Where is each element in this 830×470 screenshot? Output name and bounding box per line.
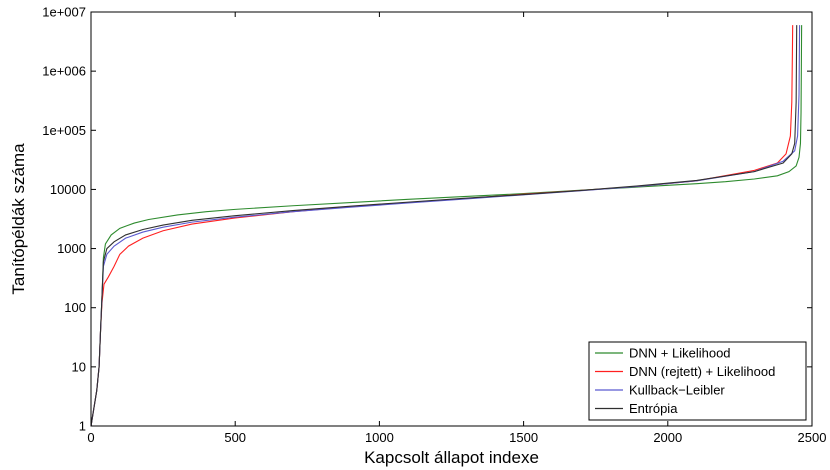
series-line-4	[90, 25, 798, 427]
y-tick-label: 1e+006	[42, 64, 86, 79]
y-axis-title: Tanítópéldák száma	[9, 143, 28, 295]
x-tick-label: 2000	[653, 430, 682, 445]
tick-layer: 0 500 1000 1500 2000 2500 1 10 100 1000 10000 1e+00…	[42, 5, 826, 446]
x-axis-title: Kapcsolt állapot indexe	[364, 448, 539, 467]
y-tick-label: 100	[64, 300, 86, 315]
plot-frame	[90, 11, 813, 427]
y-tick-label: 1	[79, 419, 86, 434]
x-tick-label: 0	[87, 430, 94, 445]
y-tick-label: 1e+005	[42, 123, 86, 138]
x-tick-label: 1000	[365, 430, 394, 445]
legend-label: DNN (rejtett) + Likelihood	[629, 364, 775, 379]
legend-box	[588, 341, 807, 421]
y-tick-label: 10	[72, 359, 86, 374]
x-tick-label: 500	[224, 430, 246, 445]
x-tick-label: 2500	[798, 430, 827, 445]
series-layer	[90, 25, 803, 427]
legend-label: Kullback−Leibler	[629, 383, 725, 398]
legend: DNN + Likelihood DNN (rejtett) + Likeliho…	[588, 341, 807, 421]
y-tick-label: 1e+007	[42, 5, 86, 20]
x-tick-label: 1500	[509, 430, 538, 445]
y-tick-label: 1000	[57, 241, 86, 256]
y-tick-label: 10000	[50, 182, 86, 197]
legend-label: Entrópia	[629, 401, 678, 416]
legend-label: DNN + Likelihood	[629, 346, 731, 361]
